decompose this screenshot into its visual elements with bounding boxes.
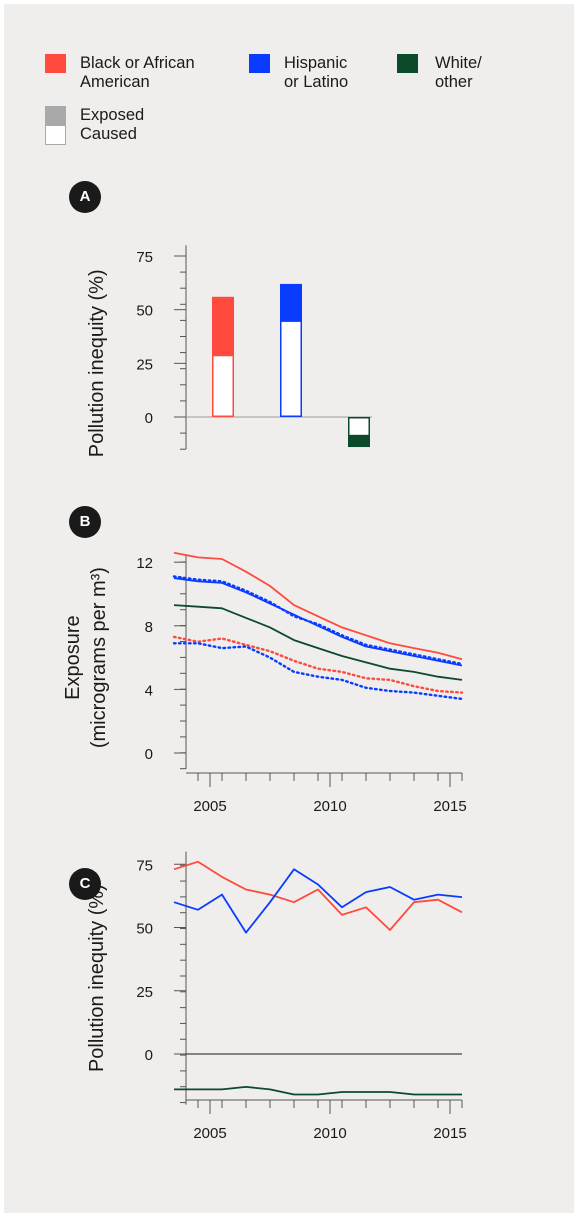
panel-b-badge: B — [69, 506, 101, 538]
panel-b-series-line-black_african_american-solid — [173, 551, 463, 661]
panel-c-y-tick-label: 75 — [136, 857, 153, 874]
panel-a-bar-caused — [280, 320, 302, 417]
panel-b-x-tick-label: 2010 — [313, 798, 346, 815]
legend-label-hispanic-line2: or Latino — [284, 73, 349, 91]
panel-b-y-tick-label: 12 — [136, 555, 153, 572]
figure-panel — [4, 4, 574, 1213]
panel-c-x-tick-label: 2005 — [193, 1125, 226, 1142]
panel-c-x-tick-label: 2010 — [313, 1125, 346, 1142]
panel-b-y-axis-label-line1: Exposure — [62, 615, 84, 700]
legend-label-black: Black or African American — [80, 54, 240, 92]
panel-c-y-tick-label: 50 — [136, 921, 153, 938]
panel-b-y-tick-label: 4 — [145, 682, 153, 699]
panel-b-series-line-hispanic_latino-dotted — [172, 575, 464, 666]
panel-b-series-line-black_african_american-dotted — [172, 635, 464, 694]
legend-swatch-white — [397, 54, 418, 73]
panel-b-y-tick-label: 0 — [145, 746, 153, 763]
legend-swatch-caused — [45, 125, 66, 145]
panel-c-y-tick-label: 25 — [136, 984, 153, 1001]
panel-a-y-tick-label: 0 — [145, 410, 153, 427]
panel-c-series-line-hispanic_latino — [173, 868, 463, 934]
panel-a-badge: A — [69, 181, 101, 213]
panel-c-y-axis-label: Pollution inequity (%) — [86, 884, 108, 1072]
panel-b-series-line-white_other-solid — [173, 604, 463, 681]
legend-swatch-hispanic — [249, 54, 270, 73]
legend-label-hispanic: Hispanic or Latino — [284, 54, 394, 92]
legend-label-exposed: Exposed — [80, 106, 145, 124]
panel-a-bar-caused — [348, 417, 370, 437]
panel-b-y-axis-label-line2: (micrograms per m³) — [88, 567, 110, 748]
panel-b-x-tick-label: 2015 — [433, 798, 466, 815]
legend-label-white: White/ other — [435, 54, 525, 92]
legend-swatch-black — [45, 54, 66, 73]
panel-c-y-tick-label: 0 — [145, 1047, 153, 1064]
panel-a-y-tick-label: 75 — [136, 249, 153, 266]
panel-b-series-line-hispanic_latino-dotted — [172, 642, 464, 701]
panel-c-series-line-white_other — [174, 1086, 462, 1096]
panel-a-y-tick-label: 50 — [136, 303, 153, 320]
legend-label-exposed-caused: Exposed Caused — [80, 106, 200, 144]
panel-c-x-tick-label: 2015 — [433, 1125, 466, 1142]
panel-c-badge: C — [69, 868, 101, 900]
panel-a-bar-caused — [212, 354, 234, 418]
legend-label-white-line2: other — [435, 73, 473, 91]
legend-label-white-line1: White/ — [435, 54, 482, 72]
legend-label-hispanic-line1: Hispanic — [284, 54, 348, 72]
panel-b-series-line-hispanic_latino-solid — [173, 577, 463, 667]
panel-c-series-line-black_african_american — [173, 860, 463, 931]
legend-label-black-line1: Black or African — [80, 54, 195, 72]
legend-label-caused: Caused — [80, 125, 137, 143]
panel-a-y-axis-label: Pollution inequity (%) — [86, 269, 108, 457]
panel-b-x-tick-label: 2005 — [193, 798, 226, 815]
legend-swatch-exposed — [45, 106, 66, 125]
legend-label-black-line2: American — [80, 73, 150, 91]
panel-b-y-tick-label: 8 — [145, 619, 153, 636]
panel-a-y-tick-label: 25 — [136, 356, 153, 373]
